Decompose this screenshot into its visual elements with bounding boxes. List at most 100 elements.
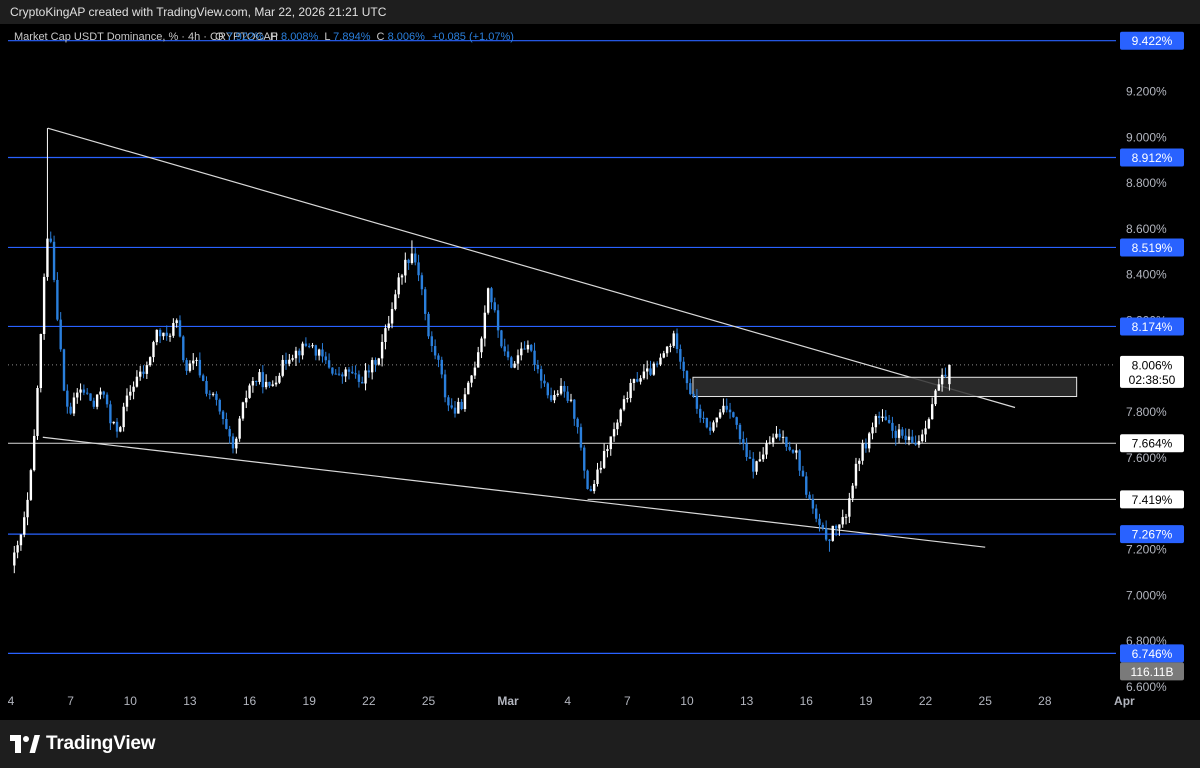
price-tick-9: 8.400%: [1126, 268, 1167, 282]
candle-253: [851, 483, 854, 503]
candle-75: [261, 365, 265, 394]
resistance-zone-box[interactable]: [692, 376, 1078, 398]
candle-165: [559, 378, 563, 396]
candle-225: [758, 451, 762, 462]
candle-246: [828, 538, 831, 552]
chart-panel[interactable]: 6.600%6.800%7.000%7.200%7.400%7.600%7.80…: [8, 24, 1192, 720]
candle-256: [861, 439, 864, 465]
candle-94: [324, 351, 327, 365]
candle-189: [639, 375, 642, 385]
level-badge-3[interactable]: 8.174%: [1120, 317, 1184, 336]
candle-57: [201, 373, 205, 382]
candle-119: [407, 258, 410, 270]
level-badge-4[interactable]: 7.664%: [1120, 434, 1184, 453]
candle-84: [291, 354, 294, 362]
candle-22: [85, 388, 89, 395]
candle-177: [599, 461, 603, 474]
candle-202: [682, 356, 685, 379]
level-badge-5[interactable]: 7.419%: [1120, 490, 1184, 509]
candle-43: [155, 329, 158, 346]
candle-121: [414, 247, 417, 266]
candle-203: [685, 370, 689, 390]
candle-48: [172, 318, 175, 338]
trendline-1[interactable]: [42, 436, 986, 548]
time-tick-10: 7: [624, 694, 631, 708]
time-tick-14: 19: [859, 694, 873, 708]
svg-text:7.267%: 7.267%: [1132, 528, 1173, 542]
candle-150: [510, 355, 513, 369]
level-badge-1[interactable]: 8.912%: [1120, 148, 1184, 167]
candle-249: [838, 524, 841, 536]
candle-148: [503, 338, 506, 356]
candle-237: [798, 449, 801, 476]
candle-3: [23, 511, 26, 538]
candle-166: [563, 381, 566, 398]
candle-271: [911, 429, 914, 444]
candle-266: [894, 425, 897, 446]
candle-180: [609, 436, 612, 456]
level-badge-0[interactable]: 9.422%: [1120, 31, 1184, 50]
candle-132: [450, 398, 453, 410]
candle-136: [463, 387, 467, 412]
level-badge-6[interactable]: 7.267%: [1120, 525, 1184, 544]
candle-265: [891, 416, 894, 439]
candle-154: [523, 341, 526, 350]
candle-23: [89, 393, 92, 402]
candle-175: [592, 480, 596, 494]
top-bar: CryptoKingAP created with TradingView.co…: [0, 0, 1200, 24]
candle-186: [629, 378, 632, 403]
candle-126: [430, 331, 434, 353]
candle-38: [139, 365, 142, 381]
price-tick-5: 7.600%: [1126, 451, 1167, 465]
candle-192: [649, 360, 652, 377]
candle-245: [824, 520, 828, 542]
candle-20: [79, 383, 82, 401]
candle-18: [72, 392, 76, 417]
candle-208: [702, 411, 705, 424]
candle-272: [914, 435, 917, 446]
candle-229: [771, 433, 775, 447]
candle-187: [632, 378, 636, 391]
candle-162: [549, 387, 553, 403]
candle-156: [530, 344, 533, 353]
last-price-badge[interactable]: 8.006%02:38:50: [1120, 355, 1184, 388]
candle-196: [662, 350, 665, 359]
legend-open-value: 7.922%: [227, 31, 265, 43]
candle-255: [858, 458, 861, 472]
level-badge-2[interactable]: 8.519%: [1120, 238, 1184, 257]
candle-153: [520, 342, 523, 361]
candle-258: [868, 431, 871, 453]
trendline-0[interactable]: [47, 127, 1016, 409]
candle-147: [500, 329, 503, 349]
candle-73: [254, 380, 258, 387]
time-tick-0: 4: [8, 694, 15, 708]
candle-234: [788, 441, 791, 452]
candle-131: [447, 395, 450, 412]
candle-63: [221, 409, 225, 425]
candle-9: [42, 273, 46, 340]
candle-15: [62, 348, 66, 392]
candle-78: [271, 380, 274, 387]
candle-220: [742, 431, 745, 451]
candle-159: [539, 365, 543, 389]
candle-211: [712, 420, 715, 433]
candle-170: [576, 417, 579, 434]
candles: [13, 128, 951, 574]
candle-171: [579, 423, 583, 451]
level-badge-7[interactable]: 6.746%: [1120, 644, 1184, 663]
candle-281: [944, 367, 947, 378]
candle-125: [427, 311, 430, 339]
candle-204: [689, 378, 692, 396]
time-tick-5: 19: [303, 694, 317, 708]
candle-138: [470, 375, 473, 388]
tradingview-logo[interactable]: TradingView: [10, 732, 156, 756]
candle-71: [248, 383, 251, 399]
price-chart[interactable]: 6.600%6.800%7.000%7.200%7.400%7.600%7.80…: [8, 24, 1192, 720]
candle-61: [215, 391, 218, 406]
candle-218: [735, 416, 738, 430]
candle-35: [129, 385, 132, 401]
candle-168: [569, 393, 573, 403]
candle-217: [732, 411, 735, 418]
legend-high-label: H: [270, 31, 278, 43]
price-tick-0: 6.600%: [1126, 680, 1167, 694]
